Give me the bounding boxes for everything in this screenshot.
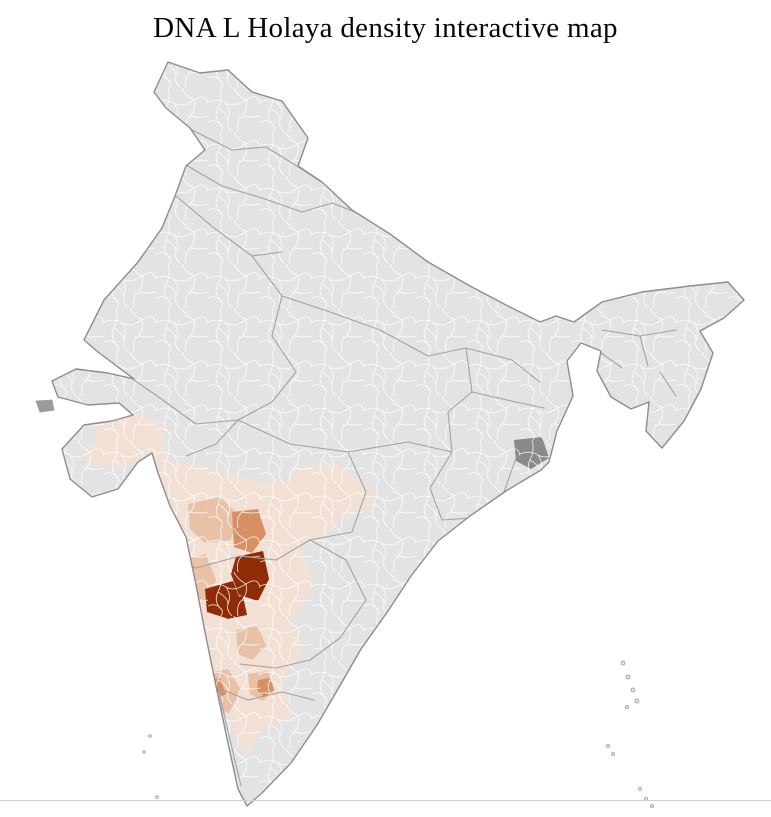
island-dot[interactable]: [625, 705, 630, 710]
island-dot[interactable]: [634, 698, 640, 704]
district-borders-texture: [52, 62, 744, 806]
islands-layer[interactable]: [35, 399, 654, 808]
island-dot[interactable]: [638, 787, 642, 791]
page-title: DNA L Holaya density interactive map: [153, 12, 618, 44]
island-dot[interactable]: [630, 687, 636, 693]
island-dot[interactable]: [148, 734, 152, 738]
island-dot[interactable]: [611, 752, 615, 756]
island-dot[interactable]: [650, 804, 654, 808]
state-borders: [133, 128, 677, 787]
island-dot[interactable]: [625, 674, 631, 680]
west-territory-speck[interactable]: [35, 399, 55, 413]
island-dot[interactable]: [620, 660, 626, 666]
island-dot[interactable]: [155, 795, 159, 799]
bottom-divider: [0, 800, 771, 801]
island-dot[interactable]: [142, 750, 146, 754]
island-dot[interactable]: [606, 744, 610, 748]
